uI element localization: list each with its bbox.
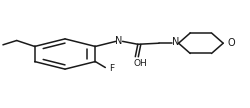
Text: OH: OH bbox=[134, 59, 148, 68]
Text: N: N bbox=[172, 37, 179, 47]
Text: O: O bbox=[228, 38, 235, 48]
Text: N: N bbox=[115, 36, 123, 45]
Text: F: F bbox=[109, 64, 114, 73]
